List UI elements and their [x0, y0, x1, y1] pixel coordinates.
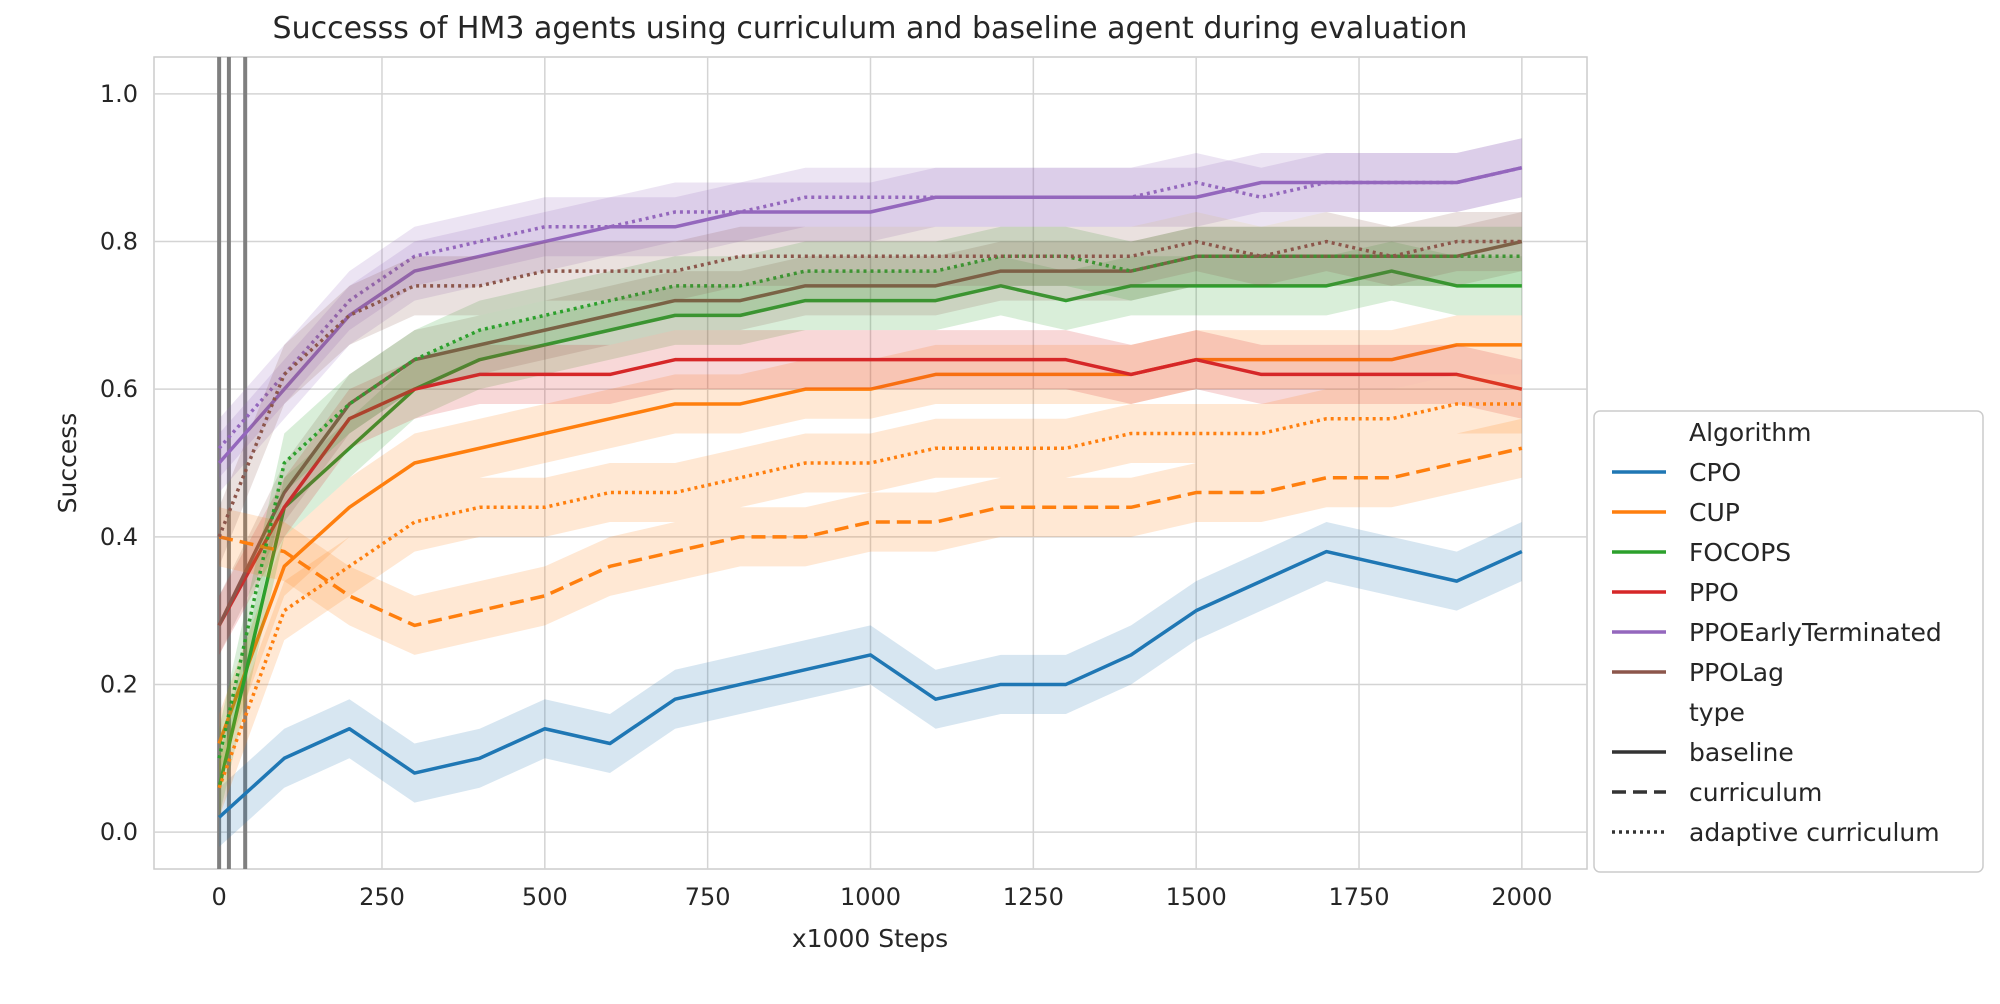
- legend-label-ppolag: PPOLag: [1689, 658, 1784, 687]
- y-axis-label: Success: [53, 413, 82, 514]
- x-axis-label: x1000 Steps: [792, 924, 948, 953]
- series-line: [217, 357, 1523, 627]
- legend-label-ppoearlyterminated: PPOEarlyTerminated: [1689, 618, 1942, 647]
- x-tick-label: 500: [522, 883, 568, 911]
- series-ppoearlyterminated-adaptive-curriculum: [217, 138, 1523, 478]
- x-tick-label: 250: [359, 883, 405, 911]
- legend-label-cup: CUP: [1689, 498, 1740, 527]
- legend-types: baseline curriculum adaptive curriculum: [1612, 738, 1940, 847]
- x-tick-label: 1250: [1003, 883, 1064, 911]
- series-focops-baseline: [217, 241, 1522, 818]
- series-confidence-band: [219, 522, 1522, 847]
- series-confidence-band: [219, 212, 1522, 567]
- series-layer: [217, 138, 1523, 847]
- y-tick-label: 0.2: [100, 670, 138, 698]
- y-tick-label: 0.4: [100, 523, 138, 551]
- legend-label-focops: FOCOPS: [1689, 538, 1791, 567]
- series-line: [217, 239, 1523, 627]
- series-focops-adaptive-curriculum: [217, 226, 1522, 788]
- grid: [154, 57, 1587, 869]
- legend-label-curriculum: curriculum: [1689, 778, 1822, 807]
- series-cup-baseline: [217, 315, 1522, 774]
- series-confidence-band: [219, 374, 1522, 818]
- x-tick-label: 1500: [1166, 883, 1227, 911]
- legend-box: [1593, 410, 1984, 873]
- x-axis-ticks: 0 250 500 750 1000 1250 1500 1750 2000: [211, 883, 1552, 911]
- series-confidence-band: [219, 315, 1522, 774]
- series-confidence-band: [219, 138, 1522, 478]
- series-line: [217, 239, 1522, 538]
- series-ppoearlyterminated-baseline: [217, 138, 1523, 493]
- y-axis-ticks: 0.0 0.2 0.4 0.6 0.8 1.0: [100, 80, 138, 846]
- legend-algorithms: CPO CUP FOCOPS PPO PPOEarlyTerminated PPOLag: [1612, 458, 1942, 687]
- series-line: [217, 254, 1522, 759]
- series-line: [217, 166, 1523, 465]
- series-cup-adaptive-curriculum: [217, 374, 1522, 818]
- series-line: [217, 343, 1522, 745]
- series-line: [217, 269, 1522, 789]
- series-line: [218, 446, 1523, 628]
- y-tick-label: 0.6: [100, 375, 138, 403]
- series-cpo-baseline: [217, 522, 1523, 847]
- x-tick-label: 1000: [840, 883, 901, 911]
- x-tick-label: 1750: [1328, 883, 1389, 911]
- series-ppolag-adaptive-curriculum: [217, 212, 1522, 567]
- legend-label-cpo: CPO: [1689, 458, 1741, 487]
- series-confidence-band: [219, 226, 1522, 788]
- y-tick-label: 1.0: [100, 80, 138, 108]
- x-tick-label: 2000: [1491, 883, 1552, 911]
- series-ppo-baseline: [217, 330, 1523, 655]
- series-line: [217, 549, 1523, 819]
- x-tick-label: 0: [211, 883, 226, 911]
- y-tick-label: 0.8: [100, 228, 138, 256]
- series-ppolag-baseline: [217, 212, 1523, 655]
- series-cup-curriculum: [218, 418, 1523, 655]
- legend-label-baseline: baseline: [1689, 738, 1794, 767]
- series-line: [217, 402, 1522, 789]
- legend-algorithm-title: Algorithm: [1689, 418, 1811, 447]
- series-confidence-band: [219, 138, 1522, 493]
- series-confidence-band: [219, 241, 1522, 818]
- legend: Algorithm CPO CUP FOCOPS PPO PPOEarlyTermina…: [1593, 410, 1984, 873]
- y-tick-label: 0.0: [100, 818, 138, 846]
- legend-label-adaptive-curriculum: adaptive curriculum: [1689, 818, 1940, 847]
- x-tick-label: 750: [685, 883, 731, 911]
- series-confidence-band: [219, 212, 1522, 655]
- legend-type-title: type: [1689, 698, 1745, 727]
- series-confidence-band: [219, 418, 1522, 655]
- series-line: [217, 166, 1523, 450]
- chart-title: Successs of HM3 agents using curriculum …: [273, 11, 1468, 46]
- legend-label-ppo: PPO: [1689, 578, 1739, 607]
- series-confidence-band: [219, 330, 1522, 655]
